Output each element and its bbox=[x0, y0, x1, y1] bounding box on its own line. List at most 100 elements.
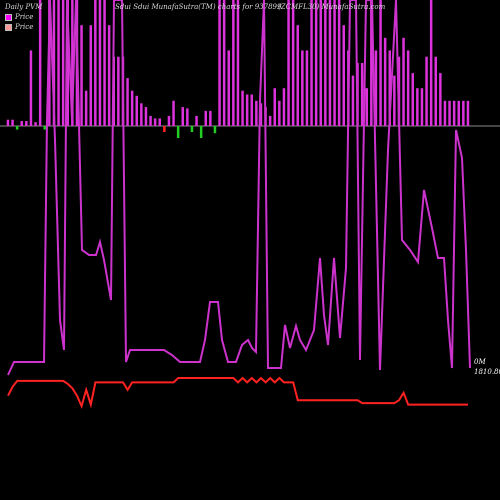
volume-bar bbox=[337, 0, 341, 126]
volume-bar bbox=[29, 50, 33, 126]
volume-bar bbox=[98, 0, 102, 126]
volume-bar bbox=[71, 0, 74, 126]
volume-bar bbox=[439, 73, 442, 126]
volume-bar bbox=[278, 100, 281, 126]
volume-bar bbox=[420, 88, 424, 126]
volume-bar bbox=[107, 25, 111, 127]
volume-bar bbox=[296, 25, 299, 127]
volume-bar bbox=[167, 115, 171, 126]
volume-bar bbox=[457, 100, 460, 126]
volume-bar bbox=[135, 95, 138, 126]
volume-bar bbox=[176, 126, 180, 138]
volume-bar bbox=[379, 0, 382, 126]
site-label: (ZCMFL30) MunafaSutra.com bbox=[278, 3, 386, 11]
volume-bar bbox=[383, 37, 387, 126]
volume-bar bbox=[20, 121, 23, 126]
volume-bar bbox=[287, 0, 290, 126]
volume-bar bbox=[38, 0, 42, 126]
volume-bar bbox=[245, 94, 249, 126]
volume-bar bbox=[259, 103, 263, 126]
end-label-top: 0M bbox=[474, 358, 486, 366]
volume-bar bbox=[452, 100, 456, 126]
volume-bar bbox=[158, 118, 161, 126]
volume-bar bbox=[406, 50, 410, 126]
volume-bar bbox=[291, 0, 295, 126]
volume-bar bbox=[370, 0, 373, 126]
volume-bar bbox=[89, 25, 92, 127]
volume-bar bbox=[25, 121, 28, 126]
volume-bar bbox=[393, 75, 396, 126]
volume-bar bbox=[34, 122, 37, 126]
legend-item-0: Price bbox=[5, 13, 33, 21]
volume-bar bbox=[52, 0, 56, 126]
volume-bar bbox=[416, 88, 419, 126]
volume-bar bbox=[186, 108, 189, 126]
volume-bar bbox=[140, 103, 143, 126]
chart-title: Sdui Sdui MunafaSutra(TM) charts for 937… bbox=[115, 3, 282, 11]
volume-bar bbox=[310, 0, 313, 126]
volume-bar bbox=[342, 25, 345, 127]
volume-bar bbox=[66, 0, 69, 126]
volume-bar bbox=[328, 0, 332, 126]
volume-bar bbox=[360, 63, 364, 126]
volume-bar bbox=[144, 107, 148, 126]
volume-bar bbox=[319, 0, 322, 126]
legend-swatch-1 bbox=[5, 23, 12, 31]
volume-bar bbox=[195, 115, 198, 126]
end-label-price: 1810.80 bbox=[474, 368, 500, 376]
volume-bar bbox=[236, 0, 240, 126]
volume-bar bbox=[61, 0, 65, 126]
volume-bar bbox=[199, 126, 203, 138]
volume-bar bbox=[402, 37, 405, 126]
volume-bar bbox=[434, 56, 437, 127]
volume-bar bbox=[126, 78, 129, 126]
volume-bar bbox=[222, 0, 226, 126]
legend-label-0: Price bbox=[15, 13, 34, 21]
volume-bar bbox=[301, 50, 304, 126]
volume-bar bbox=[429, 0, 433, 126]
legend-swatch-0 bbox=[5, 13, 12, 21]
volume-bar bbox=[462, 100, 465, 126]
volume-bar bbox=[268, 115, 272, 126]
volume-bar bbox=[80, 25, 83, 127]
volume-bar bbox=[250, 94, 253, 126]
volume-bar bbox=[84, 90, 88, 126]
volume-bar bbox=[374, 50, 378, 126]
volume-bar bbox=[388, 50, 391, 126]
volume-bar bbox=[57, 0, 60, 126]
volume-bar bbox=[232, 0, 235, 126]
volume-bar bbox=[130, 90, 134, 126]
price-line bbox=[7, 376, 468, 410]
volume-bar bbox=[227, 50, 230, 126]
chart-type-label: Daily PVM bbox=[5, 3, 43, 11]
volume-bar bbox=[172, 100, 175, 126]
pvm-line bbox=[7, 0, 471, 376]
volume-bar bbox=[181, 107, 184, 126]
volume-bar bbox=[241, 90, 244, 126]
volume-bar bbox=[411, 73, 414, 126]
volume-bar bbox=[448, 100, 451, 126]
volume-bar bbox=[94, 0, 97, 126]
volume-bar bbox=[11, 119, 14, 126]
volume-bar bbox=[153, 118, 157, 126]
volume-bar bbox=[209, 110, 212, 126]
volume-bar bbox=[314, 0, 318, 126]
legend-label-1: Price bbox=[15, 23, 34, 31]
volume-bar bbox=[213, 126, 217, 134]
volume-bar bbox=[282, 88, 286, 126]
volume-bar bbox=[218, 0, 221, 126]
volume-bar bbox=[443, 100, 447, 126]
volume-bar bbox=[149, 115, 152, 126]
volume-bar bbox=[43, 126, 46, 130]
volume-bar bbox=[425, 56, 428, 127]
volume-bar bbox=[15, 126, 19, 130]
volume-bar bbox=[103, 0, 106, 126]
volume-bars bbox=[6, 0, 470, 138]
volume-bar bbox=[6, 119, 10, 126]
volume-bar bbox=[255, 100, 258, 126]
volume-bar bbox=[204, 110, 207, 126]
volume-bar bbox=[324, 0, 327, 126]
volume-bar bbox=[333, 0, 336, 126]
volume-bar bbox=[273, 88, 276, 126]
